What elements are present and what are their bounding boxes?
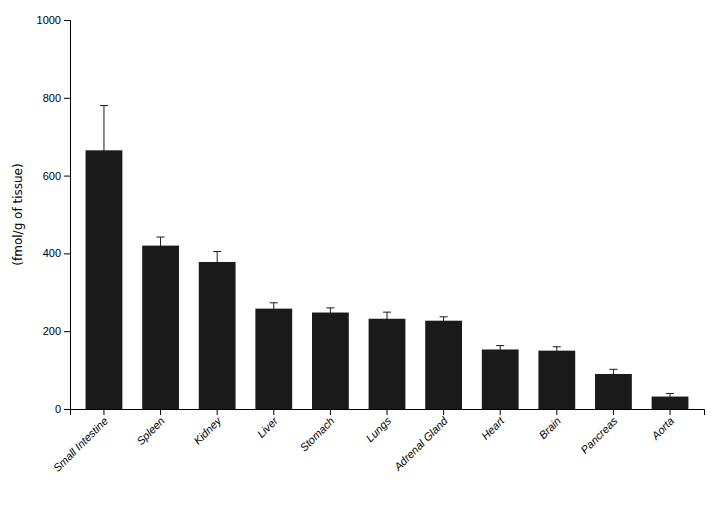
y-tick-label: 200 (43, 325, 61, 337)
y-tick: 200 (43, 325, 70, 337)
x-tick-mark (273, 409, 274, 415)
bar (425, 321, 462, 409)
error-bar (440, 317, 448, 325)
x-tick: Stomach (297, 409, 336, 454)
x-axis: Small Intestine Spleen Kidney Liver Stomach L… (51, 409, 705, 474)
x-tick: Brain (536, 409, 563, 441)
error-bar (383, 312, 391, 325)
x-tick-label: Stomach (297, 415, 336, 454)
error-bar (213, 251, 221, 272)
x-tick-label: Aorta (648, 415, 676, 443)
error-bar-line (100, 106, 108, 195)
x-tick-mark (330, 409, 331, 415)
x-tick-label: Adrenal Gland (391, 414, 451, 474)
y-tick-mark (64, 176, 70, 177)
bar (538, 351, 575, 409)
y-tick-mark (64, 98, 70, 99)
x-tick: Aorta (648, 409, 676, 442)
error-bar (553, 347, 561, 355)
error-bar-line (666, 393, 674, 399)
x-tick-mark (443, 409, 444, 415)
bar (255, 309, 292, 409)
bar (369, 319, 406, 409)
error-bar-line (553, 347, 561, 355)
error-bar (666, 393, 674, 399)
marks (86, 106, 689, 409)
error-bar (100, 106, 108, 195)
bar (142, 246, 179, 409)
error-bar-line (440, 317, 448, 325)
y-tick-label: 1000 (37, 14, 61, 26)
error-bar (270, 303, 278, 315)
x-tick-label: Brain (536, 415, 563, 442)
x-axis-line (71, 410, 705, 416)
y-tick-mark (64, 409, 70, 410)
error-bar-line (213, 251, 221, 272)
y-tick: 400 (43, 247, 70, 259)
y-tick-mark (64, 331, 70, 332)
x-tick-mark (556, 409, 557, 415)
error-bar-line (383, 312, 391, 325)
bar (199, 262, 236, 409)
x-tick-mark (500, 409, 501, 415)
y-tick: 800 (43, 92, 70, 104)
error-bar-line (496, 346, 504, 354)
error-bar (609, 369, 617, 378)
x-tick-mark (387, 409, 388, 415)
y-tick-label: 400 (43, 247, 61, 259)
error-bar-line (609, 369, 617, 378)
x-tick-label: Small Intestine (51, 415, 111, 475)
x-tick: Heart (479, 409, 507, 442)
y-tick-mark (64, 20, 70, 21)
error-bar (496, 346, 504, 354)
x-tick-mark (160, 409, 161, 415)
bar (482, 349, 519, 409)
x-tick-label: Kidney (191, 413, 224, 446)
x-tick-label: Pancreas (578, 414, 620, 456)
x-tick: Adrenal Gland (391, 409, 451, 473)
x-tick-label: Liver (255, 414, 281, 440)
y-tick: 600 (43, 170, 70, 182)
x-tick-mark (103, 409, 104, 415)
x-tick-label: Lungs (364, 414, 394, 444)
error-bar (326, 308, 334, 317)
y-tick-label: 0 (55, 403, 61, 415)
y-tick-label: 800 (43, 92, 61, 104)
x-tick: Kidney (191, 409, 224, 447)
y-axis-line (64, 21, 71, 410)
x-tick-label: Heart (479, 414, 507, 442)
x-tick-mark (670, 409, 671, 415)
y-tick-mark (64, 253, 70, 254)
y-tick: 0 (55, 403, 70, 415)
x-tick-mark (613, 409, 614, 415)
y-axis: 0 200 400 600 800 1000 (37, 14, 71, 415)
error-bar-line (326, 308, 334, 317)
x-tick-label: Spleen (134, 415, 167, 448)
x-tick-mark (217, 409, 218, 415)
error-bar-line (157, 237, 165, 254)
x-tick: Spleen (134, 409, 167, 447)
plot: Small Intestine Spleen Kidney Liver Stomach L… (37, 14, 705, 474)
x-tick: Liver (255, 409, 281, 440)
y-tick: 1000 (37, 14, 70, 26)
y-axis-title: (fmol/g of tissue) (11, 163, 25, 265)
error-bar-line (270, 303, 278, 315)
x-tick: Pancreas (578, 409, 620, 456)
error-bar (157, 237, 165, 254)
x-tick: Small Intestine (51, 409, 111, 474)
chart: Small Intestine Spleen Kidney Liver Stomach L… (0, 0, 724, 524)
bar (595, 374, 632, 409)
x-tick: Lungs (364, 409, 394, 444)
bar (312, 313, 349, 409)
y-tick-label: 600 (43, 170, 61, 182)
